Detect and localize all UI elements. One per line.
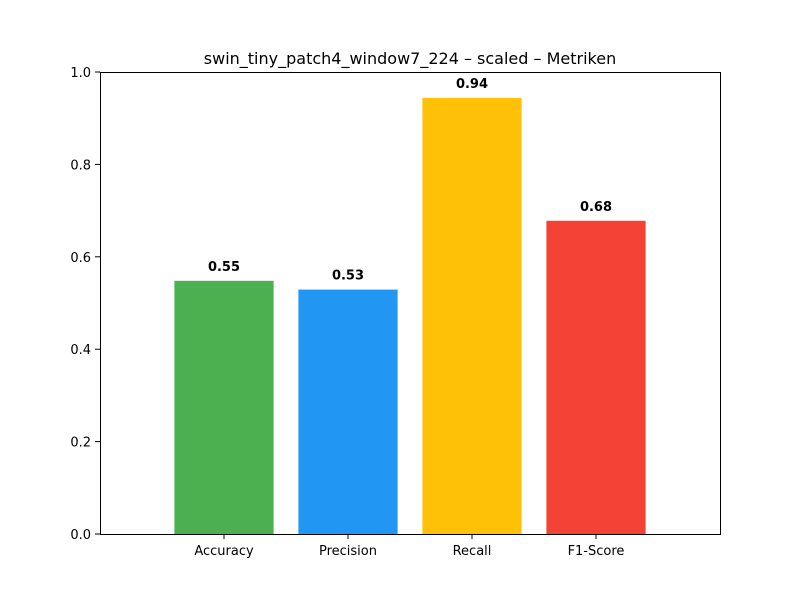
bar-precision	[298, 289, 398, 534]
y-tick-label: 0.2	[70, 436, 91, 451]
data-label: 0.55	[208, 260, 240, 275]
x-tick-label: F1-Score	[568, 544, 625, 559]
x-tick-label: Precision	[319, 544, 377, 559]
x-axis: Accuracy Precision Recall F1-Score	[194, 534, 624, 559]
x-tick-label: Accuracy	[194, 544, 254, 559]
data-label: 0.94	[456, 77, 488, 92]
bar-accuracy	[174, 280, 274, 534]
y-tick-label: 0.8	[70, 158, 91, 173]
x-tick-label: Recall	[453, 544, 492, 559]
chart-title: swin_tiny_patch4_window7_224 – scaled – …	[204, 49, 616, 69]
data-labels-layer: 0.55 0.53 0.94 0.68	[208, 77, 612, 284]
bars-layer	[174, 97, 646, 535]
bar-recall	[422, 97, 522, 535]
y-tick-label: 0.0	[70, 528, 91, 543]
y-axis: 0.0 0.2 0.4 0.6 0.8 1.0	[70, 66, 100, 543]
data-label: 0.53	[332, 269, 364, 284]
bar-f1-score	[546, 220, 646, 534]
plot-frame	[100, 72, 721, 535]
y-tick-label: 0.6	[70, 251, 91, 266]
data-label: 0.68	[580, 200, 612, 215]
y-tick-label: 1.0	[70, 66, 91, 81]
y-tick-label: 0.4	[70, 343, 91, 358]
